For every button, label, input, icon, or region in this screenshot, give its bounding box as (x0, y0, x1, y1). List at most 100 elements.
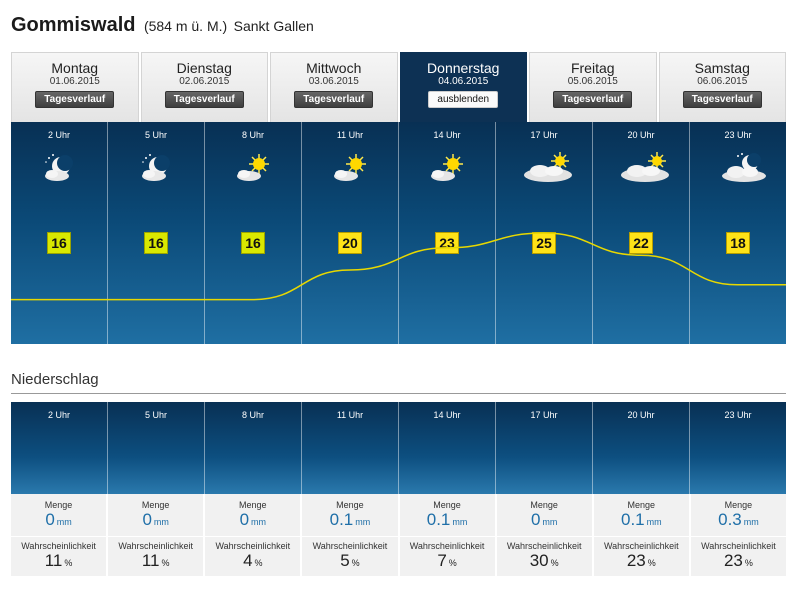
day-date: 05.06.2015 (567, 76, 618, 87)
sun-cloud-icon (326, 152, 374, 184)
amount-unit: mm (153, 517, 169, 527)
amount-value: 0.1 (329, 510, 354, 529)
precipitation-stats: Menge 0 mm Wahrscheinlichkeit 11% Menge 0… (11, 494, 786, 576)
probability-label: Wahrscheinlichkeit (409, 541, 485, 551)
tagesverlauf-button[interactable]: Tagesverlauf (294, 91, 374, 108)
probability-value: 30 (529, 551, 549, 570)
day-name: Donnerstag (427, 60, 500, 76)
temperature-panel: 2 Uhr 16 5 Uhr 16 8 Uhr 16 11 Uhr 20 14 … (11, 122, 786, 344)
tab-day-0[interactable]: Montag 01.06.2015 Tagesverlauf (11, 52, 139, 122)
location-header: Gommiswald (584 m ü. M.) Sankt Gallen (11, 14, 314, 37)
amount-label: Menge (530, 500, 558, 510)
tagesverlauf-button[interactable]: Tagesverlauf (164, 91, 244, 108)
day-date: 06.06.2015 (697, 76, 748, 87)
day-date: 04.06.2015 (438, 76, 489, 87)
tab-day-5[interactable]: Samstag 06.06.2015 Tagesverlauf (658, 52, 786, 122)
tagesverlauf-button[interactable]: Tagesverlauf (553, 91, 633, 108)
probability-unit: % (550, 558, 559, 568)
forecast-column: 17 Uhr 25 (496, 122, 593, 344)
precip-hour: 20 Uhr (627, 410, 655, 420)
tab-day-1[interactable]: Dienstag 02.06.2015 Tagesverlauf (140, 52, 268, 122)
amount-label: Menge (724, 500, 753, 510)
amount-unit: mm (56, 517, 72, 527)
forecast-column: 2 Uhr 16 (11, 122, 108, 344)
amount-label: Menge (336, 500, 364, 510)
location-altitude: (584 m ü. M.) (143, 18, 228, 34)
ausblenden-button[interactable]: ausblenden (428, 91, 499, 108)
probability-unit: % (161, 558, 170, 568)
forecast-hour: 17 Uhr (530, 130, 558, 140)
probability-value: 4 (243, 551, 253, 570)
forecast-hour: 20 Uhr (627, 130, 655, 140)
probability-label: Wahrscheinlichkeit (603, 541, 679, 551)
amount-value: 0 (530, 510, 541, 529)
tab-day-3[interactable]: Donnerstag 04.06.2015 ausblenden (399, 52, 527, 122)
stat-column: Menge 0 mm Wahrscheinlichkeit 11% (108, 494, 204, 576)
precip-column: 17 Uhr (496, 402, 593, 494)
moon-cloud-icon (132, 152, 180, 184)
probability-label: Wahrscheinlichkeit (312, 541, 388, 551)
forecast-hour: 14 Uhr (433, 130, 461, 140)
amount-unit: mm (542, 517, 558, 527)
probability-value: 7 (437, 551, 447, 570)
location-name: Gommiswald (11, 14, 136, 36)
precip-hour: 11 Uhr (336, 410, 364, 420)
forecast-column: 23 Uhr 18 (690, 122, 786, 344)
tagesverlauf-button[interactable]: Tagesverlauf (682, 91, 762, 108)
day-date: 03.06.2015 (308, 76, 359, 87)
temperature-badge: 16 (144, 232, 168, 254)
probability-unit: % (744, 558, 753, 568)
temperature-badge: 16 (241, 232, 265, 254)
tab-day-4[interactable]: Freitag 05.06.2015 Tagesverlauf (529, 52, 657, 122)
tab-day-2[interactable]: Mittwoch 03.06.2015 Tagesverlauf (270, 52, 398, 122)
forecast-hour: 23 Uhr (724, 130, 752, 140)
precip-hour: 2 Uhr (47, 410, 70, 420)
temperature-badge: 25 (532, 232, 556, 254)
amount-value: 0 (142, 510, 152, 529)
stat-column: Menge 0 mm Wahrscheinlichkeit 4% (205, 494, 301, 576)
temperature-badge: 23 (435, 232, 459, 254)
amount-unit: mm (251, 517, 267, 527)
probability-unit: % (647, 558, 656, 568)
sun-big-cloud-icon (617, 152, 669, 184)
day-name: Samstag (694, 60, 750, 76)
day-date: 01.06.2015 (49, 76, 100, 87)
amount-label: Menge (627, 500, 656, 510)
amount-unit: mm (646, 517, 662, 527)
probability-value: 11 (141, 551, 160, 570)
stat-column: Menge 0 mm Wahrscheinlichkeit 11% (11, 494, 107, 576)
amount-value: 0.1 (620, 510, 645, 529)
forecast-hour: 2 Uhr (47, 130, 70, 140)
precip-hour: 17 Uhr (530, 410, 558, 420)
moon-cloud-icon (35, 152, 83, 184)
day-tabs: Montag 01.06.2015 Tagesverlauf Dienstag … (11, 52, 786, 122)
probability-label: Wahrscheinlichkeit (701, 541, 776, 551)
precip-hour: 23 Uhr (724, 410, 752, 420)
probability-label: Wahrscheinlichkeit (215, 541, 291, 551)
day-name: Freitag (570, 60, 615, 76)
day-name: Montag (51, 60, 99, 76)
precip-hour: 8 Uhr (241, 410, 264, 420)
forecast-column: 20 Uhr 22 (593, 122, 690, 344)
probability-label: Wahrscheinlichkeit (506, 541, 582, 551)
amount-label: Menge (239, 500, 267, 510)
temperature-badge: 20 (338, 232, 362, 254)
moon-big-cloud-icon (714, 152, 766, 184)
sun-big-cloud-icon (520, 152, 572, 184)
forecast-column: 11 Uhr 20 (302, 122, 399, 344)
forecast-hour: 8 Uhr (241, 130, 264, 140)
precip-column: 2 Uhr (11, 402, 108, 494)
tagesverlauf-button[interactable]: Tagesverlauf (35, 91, 115, 108)
probability-label: Wahrscheinlichkeit (21, 541, 96, 551)
stat-column: Menge 0.1 mm Wahrscheinlichkeit 5% (302, 494, 398, 576)
sun-cloud-icon (229, 152, 277, 184)
stat-column: Menge 0.3 mm Wahrscheinlichkeit 23% (690, 494, 786, 576)
location-region: Sankt Gallen (233, 18, 314, 34)
forecast-column: 8 Uhr 16 (205, 122, 302, 344)
probability-label: Wahrscheinlichkeit (118, 541, 194, 551)
precip-column: 20 Uhr (593, 402, 690, 494)
probability-unit: % (351, 558, 360, 568)
amount-unit: mm (355, 517, 371, 527)
precip-column: 5 Uhr (108, 402, 205, 494)
probability-unit: % (64, 558, 73, 568)
